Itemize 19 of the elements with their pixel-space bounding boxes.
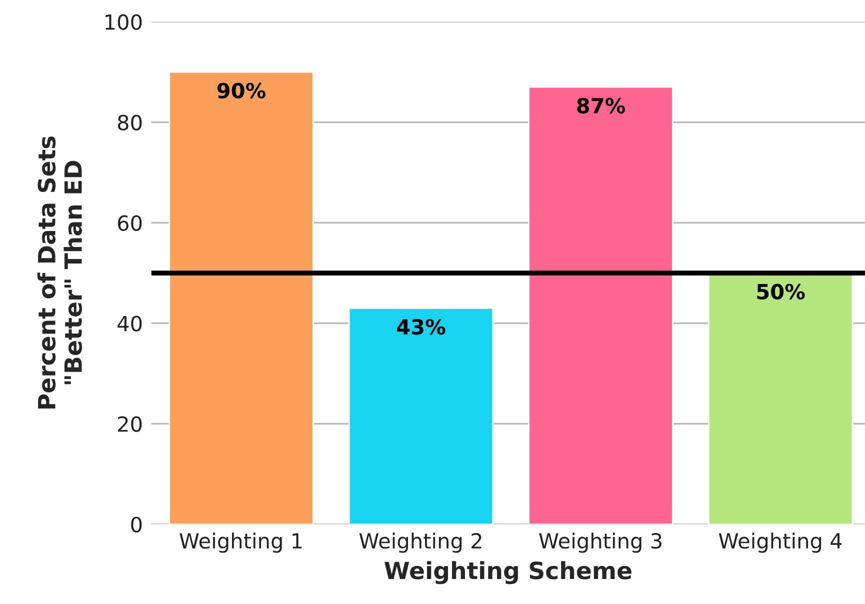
x-tick-label: Weighting 3	[539, 532, 662, 553]
data-label: 43%	[397, 318, 446, 335]
x-tick-label: Weighting 2	[359, 532, 482, 553]
y-tick-label: 20	[118, 416, 142, 432]
y-tick-label: 40	[118, 316, 142, 332]
y-tick-label: 60	[118, 215, 142, 231]
bar	[528, 86, 674, 524]
data-label: 90%	[217, 82, 266, 99]
x-axis-title: Weighting Scheme	[384, 561, 632, 584]
x-tick-label: Weighting 4	[718, 532, 842, 553]
x-tick-label: Weighting 1	[180, 532, 302, 553]
bar	[168, 71, 314, 524]
y-axis-title: Percent of Data Sets "Better" Than ED	[37, 136, 82, 409]
data-label: 50%	[757, 284, 805, 300]
data-label: 87%	[577, 98, 626, 114]
y-tick-label: 0	[131, 516, 142, 532]
y-tick-label: 80	[118, 114, 142, 130]
bar	[348, 307, 494, 524]
y-tick-label: 100	[106, 14, 142, 30]
